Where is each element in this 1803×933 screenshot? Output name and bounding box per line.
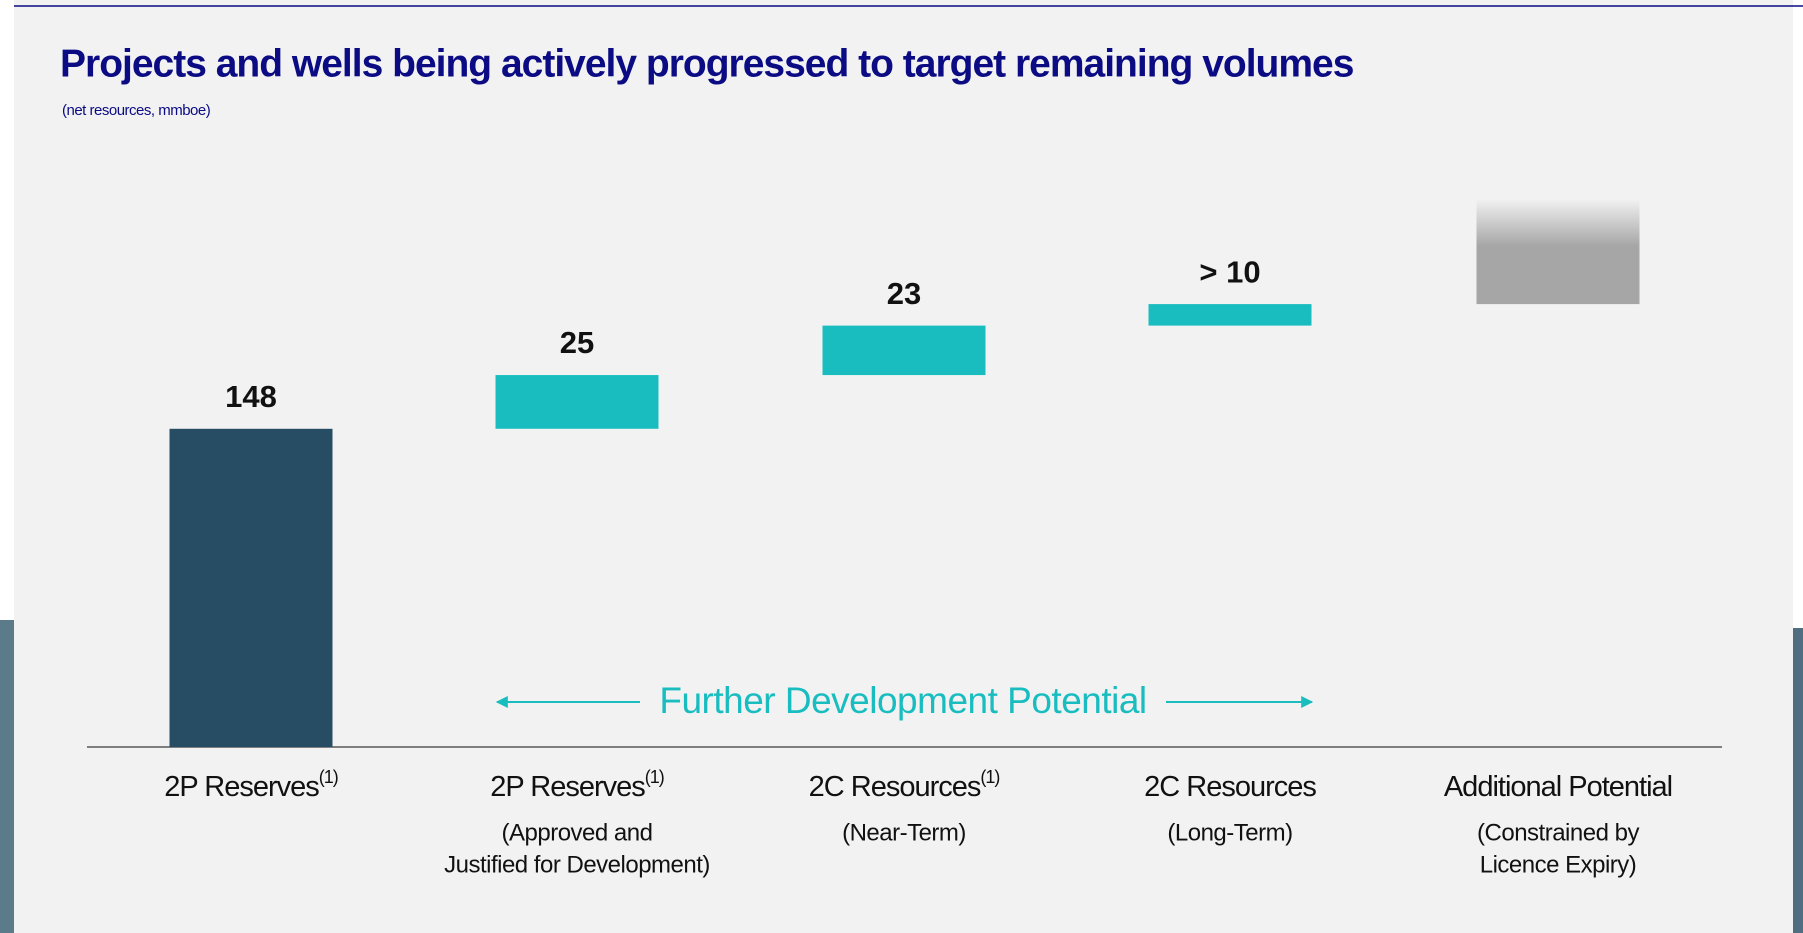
- annotation: Further Development Potential: [659, 680, 1146, 721]
- category-label: Additional Potential: [1444, 771, 1672, 803]
- value-label: 148: [225, 379, 277, 414]
- value-label: 25: [560, 325, 594, 360]
- category-name: 2P Reserves: [164, 771, 319, 803]
- background-photo-edge: [1793, 628, 1803, 933]
- category-sublabel: (Constrained by: [1477, 819, 1639, 846]
- category-name: 2C Resources: [809, 771, 981, 803]
- footnote: (1): [980, 767, 999, 787]
- bar: [1476, 198, 1640, 305]
- category-sublabel: (Near-Term): [842, 819, 966, 846]
- category-name: 2C Resources: [1144, 771, 1316, 803]
- background-photo-edge: [0, 620, 14, 933]
- bar: [1148, 304, 1312, 326]
- chart-subtitle: (net resources, mmboe): [62, 102, 211, 119]
- category-sublabel: (Long-Term): [1167, 819, 1292, 846]
- category-label: 2P Reserves(1): [490, 767, 664, 803]
- bar: [495, 375, 659, 429]
- category-label: 2C Resources(1): [809, 767, 1000, 803]
- category-label: 2C Resources: [1144, 771, 1316, 803]
- bar: [822, 325, 986, 376]
- footnote: (1): [319, 767, 338, 787]
- category-name: Additional Potential: [1444, 771, 1672, 803]
- category-sublabel: Justified for Development): [444, 851, 710, 878]
- footnote: (1): [645, 767, 664, 787]
- bar: [169, 428, 333, 747]
- category-sublabel: (Approved and: [502, 819, 653, 846]
- category-name: 2P Reserves: [490, 771, 645, 803]
- category-sublabel: Licence Expiry): [1480, 851, 1637, 878]
- chart-title: Projects and wells being actively progre…: [60, 42, 1354, 85]
- value-label: > 10: [1199, 254, 1260, 289]
- value-label: 23: [887, 276, 921, 311]
- category-label: 2P Reserves(1): [164, 767, 338, 803]
